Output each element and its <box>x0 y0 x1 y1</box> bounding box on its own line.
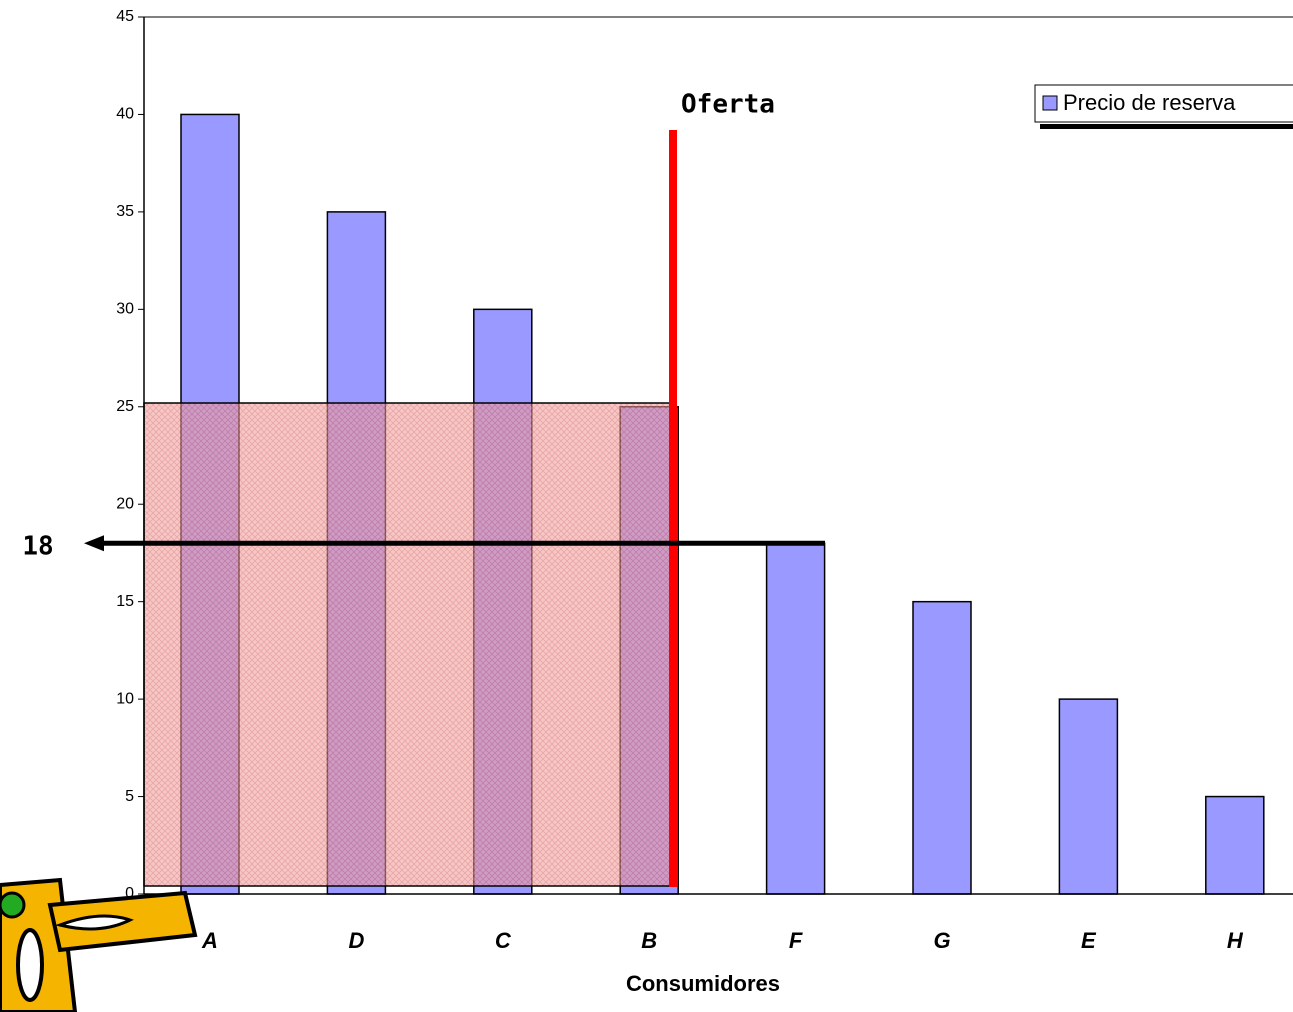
x-tick-label: G <box>933 928 950 953</box>
shaded-area <box>143 402 673 887</box>
x-tick-label: A <box>201 928 218 953</box>
x-tick-label: F <box>789 928 803 953</box>
y-tick-label: 5 <box>125 788 134 805</box>
y-tick-label: 40 <box>116 106 134 123</box>
bar <box>765 542 826 895</box>
bar <box>1205 795 1265 895</box>
price-label: 18 <box>22 532 53 562</box>
legend-shadow <box>1040 124 1293 129</box>
y-tick-label: 30 <box>116 301 134 318</box>
x-tick-label: H <box>1227 928 1244 953</box>
x-tick-label: E <box>1081 928 1097 953</box>
legend-label: Precio de reserva <box>1063 90 1236 115</box>
arrow-head <box>84 535 104 552</box>
legend: Precio de reserva <box>1034 84 1293 129</box>
pencil-clipart <box>0 877 198 1012</box>
x-axis-title: Consumidores <box>626 971 780 996</box>
y-tick-label: 0 <box>125 885 134 902</box>
x-tick-label: C <box>495 928 512 953</box>
supply-label: Oferta <box>681 90 775 120</box>
y-tick-label: 15 <box>116 593 134 610</box>
y-tick-label: 35 <box>116 203 134 220</box>
x-tick-label: D <box>348 928 364 953</box>
legend-box <box>1034 84 1293 123</box>
y-tick-label: 20 <box>116 495 134 512</box>
bar <box>912 600 972 895</box>
x-tick-label: B <box>641 928 657 953</box>
bar <box>1058 698 1119 895</box>
y-tick-label: 45 <box>116 8 134 25</box>
legend-swatch <box>1042 95 1058 111</box>
y-tick-label: 25 <box>116 398 134 415</box>
y-tick-label: 10 <box>116 690 134 707</box>
